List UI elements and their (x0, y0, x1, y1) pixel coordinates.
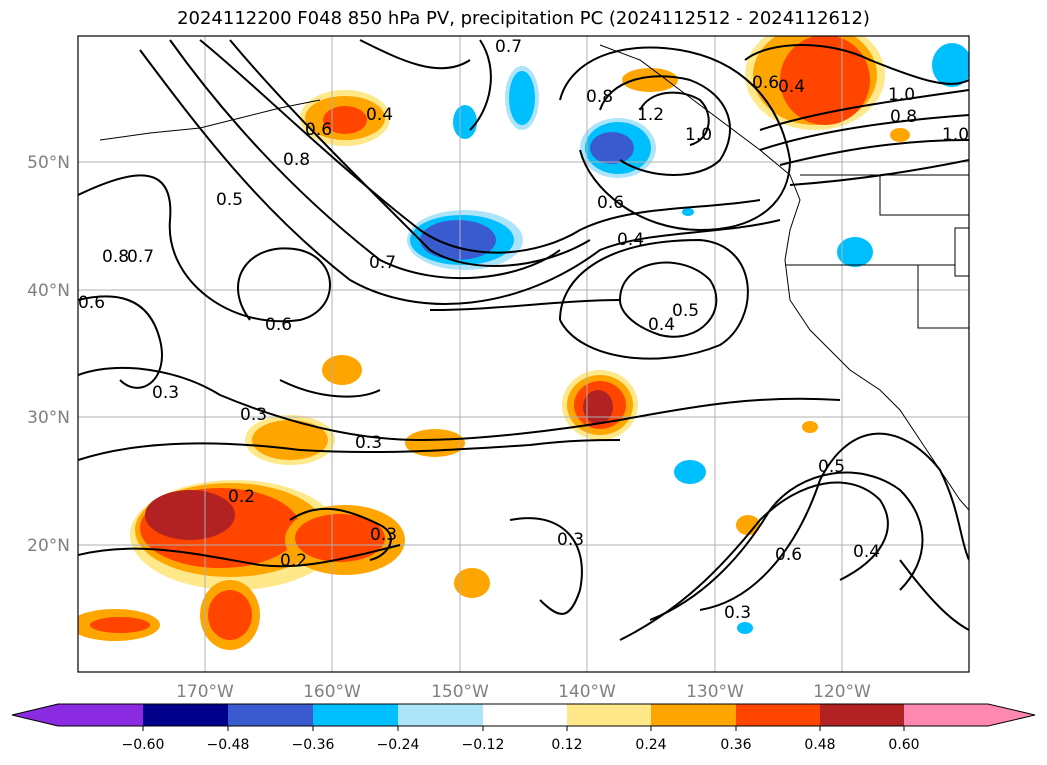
lat-label: 50°N (27, 153, 70, 173)
lon-label: 130°W (686, 682, 744, 702)
colorbar-tick-label: 0.24 (635, 737, 666, 753)
contour-label: 0.3 (370, 525, 397, 545)
contour-label: 1.0 (942, 125, 969, 145)
colorbar-extend-min (12, 704, 58, 726)
contour-label: 0.6 (752, 73, 779, 93)
lat-label: 30°N (27, 408, 70, 428)
contour-label: 0.3 (355, 433, 382, 453)
contour-label: 0.3 (724, 603, 751, 623)
colorbar-tick-label: −0.60 (122, 737, 165, 753)
contour-label: 1.0 (685, 125, 712, 145)
colorbar-extend-max (988, 704, 1035, 726)
colorbar-segment (228, 704, 313, 726)
contour-label: 0.6 (305, 120, 332, 140)
colorbar-tick-label: 0.12 (551, 737, 582, 753)
contour-label: 0.3 (240, 405, 267, 425)
colorbar-segment (651, 704, 736, 726)
contour-label: 0.6 (265, 315, 292, 335)
map-frame (77, 35, 970, 673)
lon-label: 170°W (176, 682, 234, 702)
lon-label: 150°W (431, 682, 489, 702)
colorbar-segment (820, 704, 904, 726)
contour-label: 0.4 (648, 315, 675, 335)
colorbar-tick-label: −0.24 (377, 737, 420, 753)
contour-label: 0.3 (557, 530, 584, 550)
contour-label: 0.4 (617, 230, 644, 250)
colorbar-segment (736, 704, 820, 726)
colorbar-segment (58, 704, 143, 726)
contour-label: 1.2 (637, 105, 664, 125)
colorbar-segment (313, 704, 398, 726)
contour-label: 0.6 (78, 293, 105, 313)
colorbar-segment (143, 704, 228, 726)
contour-label: 0.8 (890, 107, 917, 127)
lon-label: 140°W (558, 682, 616, 702)
colorbar-tick-label: −0.12 (462, 737, 505, 753)
contour-label: 0.4 (778, 77, 805, 97)
contour-label: 0.5 (818, 457, 845, 477)
contour-label: 0.4 (366, 105, 393, 125)
contour-label: 0.6 (597, 193, 624, 213)
contour-label: 0.8 (586, 87, 613, 107)
colorbar-tick-label: −0.36 (292, 737, 335, 753)
lon-label: 120°W (813, 682, 871, 702)
longitude-labels: 170°W 160°W 150°W 140°W 130°W 120°W (176, 682, 871, 702)
contour-label: 1.0 (888, 85, 915, 105)
lon-label: 160°W (303, 682, 361, 702)
colorbar-segment (483, 704, 567, 726)
precip-positive-shading (78, 36, 910, 650)
pv-contour-labels: 0.7 0.4 0.6 0.8 0.5 0.8 0.7 0.6 0.3 0.3 … (78, 37, 969, 623)
colorbar-tick-label: 0.48 (804, 737, 835, 753)
lat-label: 20°N (27, 536, 70, 556)
colorbar-tick-label: 0.36 (720, 737, 751, 753)
contour-label: 0.7 (127, 247, 154, 267)
colorbar-tick-label: −0.48 (207, 737, 250, 753)
colorbar-segment (904, 704, 988, 726)
colorbar-segment (567, 704, 651, 726)
contour-label: 0.5 (216, 190, 243, 210)
contour-label: 0.7 (369, 253, 396, 273)
contour-label: 0.8 (283, 150, 310, 170)
map-plot-area: 0.7 0.4 0.6 0.8 0.5 0.8 0.7 0.6 0.3 0.3 … (78, 36, 969, 672)
colorbar-segment (398, 704, 483, 726)
contour-label: 0.3 (152, 383, 179, 403)
latitude-labels: 50°N 40°N 30°N 20°N (27, 153, 70, 556)
contour-label: 0.5 (672, 301, 699, 321)
colorbar-tick-label: 0.60 (888, 737, 919, 753)
contour-label: 0.4 (853, 542, 880, 562)
contour-label: 0.2 (228, 487, 255, 507)
contour-label: 0.8 (102, 247, 129, 267)
map-title: 2024112200 F048 850 hPa PV, precipitatio… (177, 8, 870, 29)
colorbar: −0.60 −0.48 −0.36 −0.24 −0.12 0.12 0.24 … (11, 703, 1036, 753)
pv-contours (78, 39, 969, 641)
contour-label: 0.2 (280, 551, 307, 571)
contour-label: 0.6 (775, 545, 802, 565)
contour-label: 0.7 (495, 37, 522, 57)
lat-label: 40°N (27, 281, 70, 301)
